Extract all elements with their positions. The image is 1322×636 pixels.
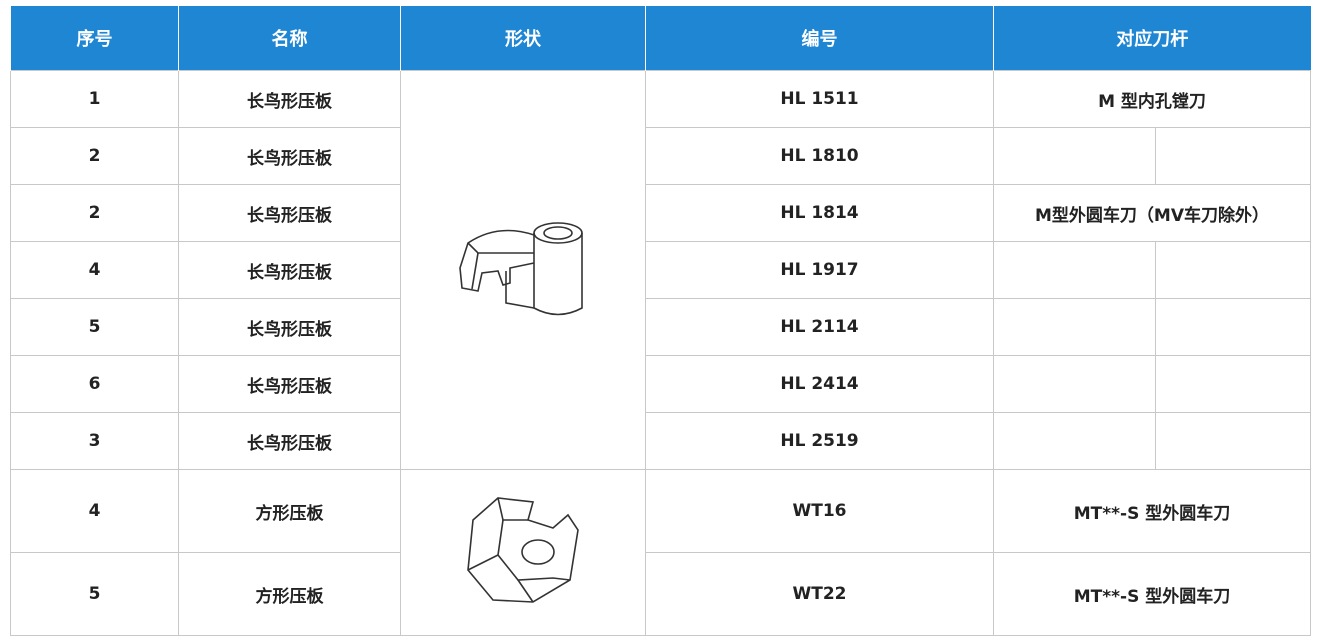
cell (993, 298, 1156, 356)
cell: HL 2519 (645, 412, 994, 470)
cell: 长鸟形压板 (178, 355, 401, 413)
cell: M型外圆车刀（MV车刀除外） (993, 184, 1311, 242)
cell: 长鸟形压板 (178, 70, 401, 128)
cell: 长鸟形压板 (178, 241, 401, 299)
cell: 长鸟形压板 (178, 412, 401, 470)
table-body: 1 长鸟形压板 HL 1511 M 型内孔镗刀 2 长鸟形压板 HL 1810 2 长鸟形压板… (10, 70, 1311, 636)
row: 1 长鸟形压板 HL 1511 M 型内孔镗刀 (10, 70, 1311, 470)
cell: HL 2414 (645, 355, 994, 413)
cell: M 型内孔镗刀 (993, 70, 1311, 128)
row: 4 方形压板 WT16 MT**-S 型外圆车刀 (10, 469, 1311, 636)
cell: 1 (10, 70, 179, 128)
cell: 3 (10, 412, 179, 470)
cell (400, 469, 646, 636)
cell: WT16 (645, 469, 994, 553)
cell (400, 70, 646, 470)
cell (1155, 241, 1311, 299)
cell (1155, 412, 1311, 470)
cell (1155, 355, 1311, 413)
header-cell: 形状 (400, 6, 646, 71)
header-row: 序号 名称 形状 编号 对应刀杆 (10, 6, 1311, 71)
row: 2 长鸟形压板 HL 1810 (10, 127, 1311, 185)
cell: 方形压板 (178, 552, 401, 636)
cell: MT**-S 型外圆车刀 (993, 552, 1311, 636)
row: 2 长鸟形压板 HL 1814 M型外圆车刀（MV车刀除外） (10, 184, 1311, 242)
cell (993, 412, 1156, 470)
cell: 4 (10, 469, 179, 553)
clamp-image (459, 221, 583, 315)
row: 3 长鸟形压板 HL 2519 (10, 412, 1311, 470)
row: 6 长鸟形压板 HL 2414 (10, 355, 1311, 413)
cell (993, 127, 1156, 185)
cell: 4 (10, 241, 179, 299)
cell: 长鸟形压板 (178, 298, 401, 356)
cell: 6 (10, 355, 179, 413)
cell (993, 241, 1156, 299)
cell: 5 (10, 552, 179, 636)
cell: 2 (10, 184, 179, 242)
cell: 长鸟形压板 (178, 127, 401, 185)
cell: HL 1511 (645, 70, 994, 128)
cell: 2 (10, 127, 179, 185)
cell (1155, 298, 1311, 356)
cell: HL 1814 (645, 184, 994, 242)
row: 4 长鸟形压板 HL 1917 (10, 241, 1311, 299)
cell (1155, 127, 1311, 185)
cell: 5 (10, 298, 179, 356)
cell: HL 2114 (645, 298, 994, 356)
row: 5 方形压板 WT22 MT**-S 型外圆车刀 (10, 552, 1311, 636)
cell: WT22 (645, 552, 994, 636)
cell: HL 1917 (645, 241, 994, 299)
spec-table: 序号 名称 形状 编号 对应刀杆 1 长鸟形压板 HL 1511 M 型内孔镗刀 2 长… (10, 6, 1311, 636)
header-cell: 序号 (10, 6, 179, 71)
header-cell: 对应刀杆 (993, 6, 1311, 71)
cell (993, 355, 1156, 413)
clamp-image (467, 497, 579, 603)
header-cell: 编号 (645, 6, 994, 71)
cell: HL 1810 (645, 127, 994, 185)
cell: 方形压板 (178, 469, 401, 553)
row: 5 长鸟形压板 HL 2114 (10, 298, 1311, 356)
cell: 长鸟形压板 (178, 184, 401, 242)
header-cell: 名称 (178, 6, 401, 71)
cell: MT**-S 型外圆车刀 (993, 469, 1311, 553)
